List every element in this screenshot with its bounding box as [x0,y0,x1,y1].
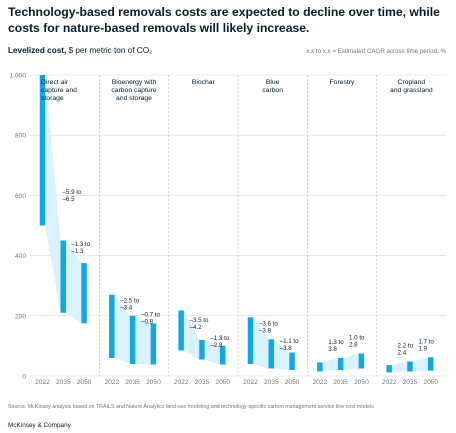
y-tick-label: 800 [15,133,26,140]
range-band [322,357,338,372]
x-tick-label: 2050 [215,379,230,386]
x-tick-label: 2035 [195,379,210,386]
x-tick-label: 2035 [333,379,348,386]
range-bar [358,353,365,369]
range-band [45,75,61,313]
range-bar [150,323,157,365]
range-bar [247,317,254,364]
brand-label: McKinsey & Company [8,422,71,429]
cagr-label: –2.8 [210,342,223,349]
x-tick-label: 2022 [174,379,189,386]
range-bar [60,240,67,313]
group-label: Bioenergy with [112,79,157,86]
group-label: carbon [262,87,283,94]
group-label: capture and [41,87,77,94]
cagr-label: –3.5 to [190,317,209,324]
x-tick-label: 2035 [264,379,279,386]
range-band [66,240,82,324]
chart-subtitle: Levelized cost, $ per metric ton of CO₂ [8,46,152,55]
cagr-label: –3.4 [120,304,133,311]
range-bar [317,362,323,372]
x-tick-label: 2022 [382,379,397,386]
x-tick-label: 2022 [104,379,119,386]
cagr-label: –5.9 to [62,189,81,196]
range-band [114,294,130,364]
range-bar [268,339,275,369]
x-tick-label: 2035 [56,379,71,386]
cagr-label: 3.8 [328,346,337,353]
range-bar [178,310,184,351]
subtitle-metric: Levelized cost, [8,46,67,55]
x-tick-label: 2035 [403,379,418,386]
range-band [253,317,269,369]
range-bar [109,294,115,358]
y-tick-label: 0 [22,374,26,381]
range-band [412,357,428,372]
cagr-label: –3.8 [280,345,293,352]
cagr-label: 2.8 [349,341,358,348]
range-bar [129,315,136,364]
x-tick-label: 2022 [243,379,258,386]
group-label: Biochar [192,79,216,86]
range-bar [386,365,392,373]
cagr-label: –3.6 to [259,320,278,327]
group-label: Forestry [330,79,356,86]
cagr-label: –1.3 to [210,335,229,342]
cagr-label: –0.8 [141,319,154,326]
range-bar [407,361,413,372]
x-tick-label: 2050 [77,379,92,386]
cagr-label: –1.3 to [71,241,90,248]
cagr-label: 2.4 [398,350,407,357]
y-tick-label: 600 [15,193,26,200]
levelized-cost-chart: 0 200 400 600 800 1,000 2022 2035 2050 Direct air… [9,73,446,386]
x-tick-label: 2050 [146,379,161,386]
cagr-label: 1.3 to [328,339,344,346]
range-band [274,339,290,370]
range-band [135,315,151,365]
cagr-label: –4.2 [190,324,203,331]
range-bar [289,352,295,370]
group-label: Blue [266,79,280,86]
x-tick-label: 2022 [312,379,327,386]
range-band [204,339,220,365]
range-bar [427,357,434,371]
x-tick-label: 2022 [35,379,50,386]
cagr-label: –1.1 to [280,338,299,345]
range-bar [337,357,344,370]
range-bar [199,339,205,360]
cagr-label: 2.2 to [398,343,414,350]
cagr-label: –6.5 [62,196,75,203]
cagr-label: 1.9 [418,345,427,352]
cagr-label: 1.7 to [418,338,434,345]
group-label: carbon capture [111,87,157,94]
group-label: Cropland [398,79,426,86]
y-tick-label: 200 [15,313,26,320]
y-tick-label: 1,000 [9,73,26,80]
range-bar [81,263,87,324]
range-bar [39,75,46,226]
range-bar [219,345,226,365]
source-note: Source: McKinsey analysis based on TRAIL… [8,404,374,410]
cagr-label: 1.0 to [349,334,365,341]
range-band [343,353,359,370]
chart-title: Technology-based removals costs are expe… [8,5,440,35]
cagr-label: –3.8 [259,327,272,334]
group-label: and grassland [390,87,433,94]
subtitle-unit: $ per metric ton of CO₂ [66,46,153,55]
y-tick-label: 400 [15,253,26,260]
group-label: storage [41,95,64,102]
cagr-label: –0.7 to [141,312,160,319]
x-tick-label: 2035 [125,379,140,386]
cagr-legend-note: x.x to x.x = Estimated CAGR across time … [306,48,446,55]
x-tick-label: 2050 [423,379,438,386]
range-band [183,310,200,360]
cagr-label: –1.3 [71,248,84,255]
x-tick-label: 2050 [285,379,300,386]
cagr-label: –2.5 to [120,297,139,304]
group-label: and storage [116,95,152,102]
range-band [391,361,408,373]
x-tick-label: 2050 [354,379,369,386]
group-label: Direct air [41,79,69,86]
